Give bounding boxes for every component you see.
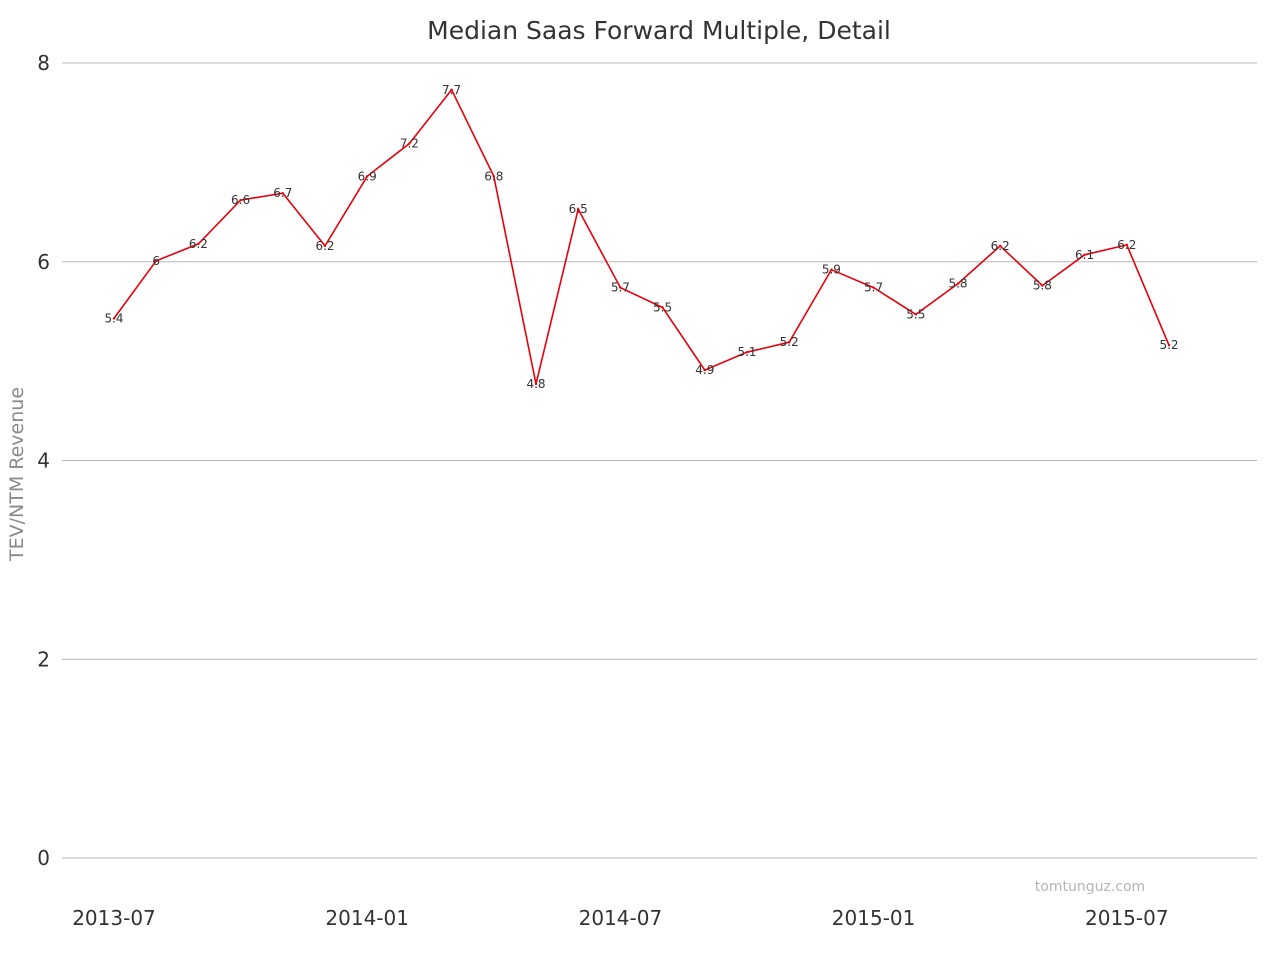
data-label: 6.5 xyxy=(569,202,588,216)
y-tick-label: 4 xyxy=(37,449,50,473)
x-tick-label: 2014-01 xyxy=(325,906,409,930)
watermark-text: tomtunguz.com xyxy=(1035,879,1145,895)
data-point xyxy=(619,286,622,289)
data-point xyxy=(661,306,664,309)
data-label: 5.2 xyxy=(780,335,799,349)
data-point xyxy=(1167,344,1171,347)
data-point xyxy=(999,244,1002,248)
y-tick-label: 2 xyxy=(37,647,50,671)
x-tick-label: 2013-07 xyxy=(72,906,156,930)
data-point xyxy=(872,286,875,289)
data-point xyxy=(112,317,116,320)
data-point xyxy=(155,259,158,262)
grid-lines xyxy=(62,62,1257,859)
data-point xyxy=(956,282,960,285)
data-point xyxy=(1041,284,1044,287)
data-label: 6.2 xyxy=(315,239,334,253)
y-tick-label: 8 xyxy=(37,51,50,75)
data-label: 5.5 xyxy=(906,307,925,321)
x-tick-label: 2015-01 xyxy=(832,906,916,930)
y-tick-label: 0 xyxy=(37,846,50,870)
data-point xyxy=(914,313,917,316)
data-label: 7.7 xyxy=(442,83,461,97)
data-label: 5.2 xyxy=(1159,338,1178,352)
data-label: 6 xyxy=(152,254,160,268)
y-tick-label: 6 xyxy=(37,250,50,274)
data-label: 6.2 xyxy=(1117,238,1136,252)
data-point xyxy=(450,88,453,92)
x-tick-label: 2014-07 xyxy=(579,906,663,930)
data-label: 6.9 xyxy=(358,169,377,183)
data-point xyxy=(745,350,749,354)
data-point xyxy=(830,268,833,271)
data-label: 6.6 xyxy=(231,193,250,207)
data-label: 5.8 xyxy=(948,277,967,291)
chart-title: Median Saas Forward Multiple, Detail xyxy=(427,16,891,45)
data-point xyxy=(197,242,200,246)
data-label: 5.4 xyxy=(104,311,123,325)
data-label: 6.2 xyxy=(991,239,1010,253)
data-point xyxy=(1083,253,1086,256)
data-label: 6.7 xyxy=(273,186,292,200)
series-layer xyxy=(112,88,1171,386)
data-point xyxy=(534,382,538,386)
data-point xyxy=(239,198,242,202)
data-label: 5.5 xyxy=(653,300,672,314)
data-point xyxy=(408,142,411,145)
data-point xyxy=(323,244,327,248)
data-point xyxy=(703,368,706,372)
data-label: 6.1 xyxy=(1075,248,1094,262)
data-label: 5.9 xyxy=(822,263,841,277)
data-label: 6.8 xyxy=(484,169,503,183)
x-axis-ticks: 2013-07 2014-01 2014-07 2015-01 2015-07 xyxy=(72,906,1168,930)
y-axis-ticks: 0 2 4 6 8 xyxy=(37,51,50,870)
data-label: 5.8 xyxy=(1033,279,1052,293)
data-label: 4.9 xyxy=(695,363,714,377)
y-axis-label: TEV/NTM Revenue xyxy=(6,387,28,562)
data-point xyxy=(492,175,495,178)
data-point xyxy=(1125,243,1129,247)
x-tick-label: 2015-07 xyxy=(1085,906,1169,930)
data-label: 5.7 xyxy=(611,281,630,295)
data-label: 5.1 xyxy=(737,345,756,359)
data-point xyxy=(366,175,369,178)
data-point xyxy=(577,207,580,211)
data-label: 7.2 xyxy=(400,136,419,150)
data-label: 6.2 xyxy=(189,237,208,251)
data-point xyxy=(281,191,284,195)
data-point xyxy=(788,341,791,344)
data-label: 5.7 xyxy=(864,281,883,295)
data-label: 4.8 xyxy=(526,377,545,391)
series-line xyxy=(113,88,1170,385)
data-labels: 5.4 6 6.2 6.6 6.7 6.2 6.9 7.2 7.7 6.8 4.8 6.5 5.7 5.5… xyxy=(104,83,1178,391)
